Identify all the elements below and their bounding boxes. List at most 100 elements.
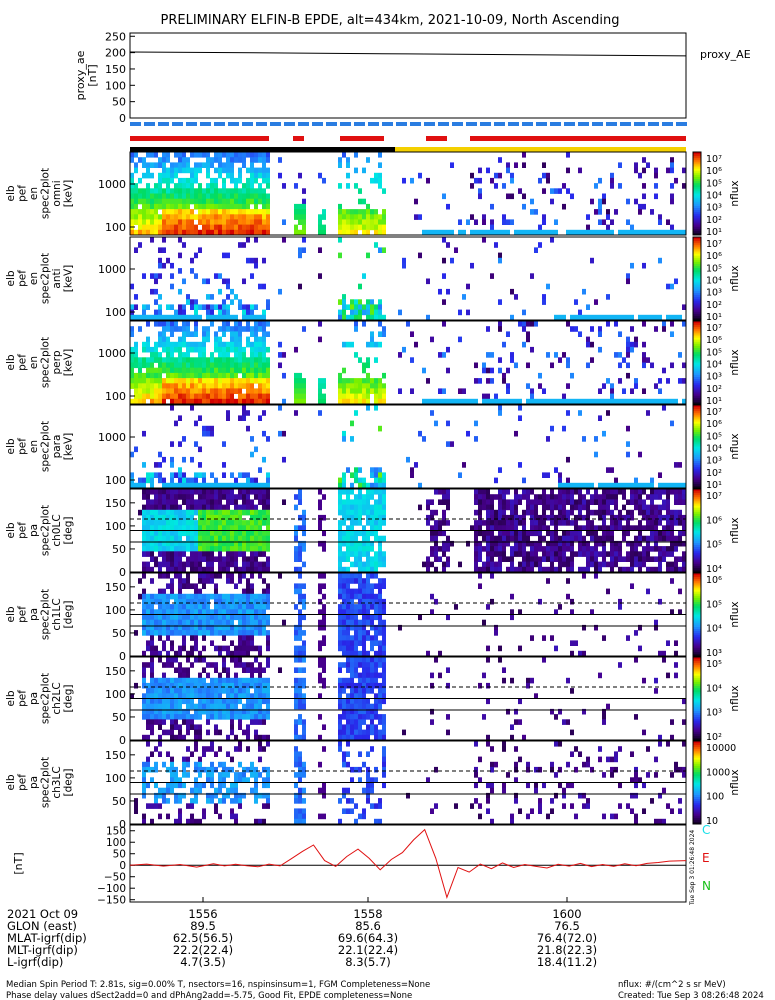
spectrogram-cell — [230, 489, 234, 495]
spectrogram-cell — [246, 193, 250, 200]
spectrogram-cell — [250, 556, 254, 562]
spectrogram-cell — [582, 650, 586, 657]
spectrogram-cell — [166, 494, 170, 500]
spectrogram-cell — [338, 214, 342, 220]
spectrogram-cell — [170, 472, 174, 478]
spectrogram-cell — [134, 219, 138, 225]
spectrogram-cell — [382, 477, 386, 484]
spectrogram-cell — [298, 525, 302, 531]
spectrogram-cell — [206, 157, 210, 163]
spectrogram-cell — [622, 388, 626, 394]
spectrogram-cell — [570, 504, 574, 511]
spectrogram-cell — [190, 456, 194, 463]
colorbar-cell — [693, 456, 701, 460]
spectrogram-cell — [342, 630, 346, 636]
spectrogram-cell — [154, 372, 158, 379]
spectrogram-cell — [170, 477, 174, 484]
spectrogram-cell — [150, 677, 154, 684]
spectrogram-cell — [362, 198, 366, 205]
spectrogram-cell — [134, 341, 138, 348]
spectrogram-cell — [158, 198, 162, 205]
spectrogram-cell — [170, 405, 174, 411]
spectrogram-ylabel-line: [keV] — [63, 349, 75, 377]
spectrogram-cell — [250, 489, 254, 495]
spectrogram-cell — [658, 598, 662, 605]
spectrogram-cell — [578, 566, 582, 573]
spectrogram-ylabel-line: [keV] — [63, 265, 75, 293]
spectrogram-cell — [342, 535, 346, 542]
spectrogram-cell — [222, 489, 226, 495]
spectrogram-cell — [182, 278, 186, 285]
spin-period-segment — [424, 122, 435, 126]
spectrogram-cell — [322, 540, 326, 547]
spectrogram-cell — [246, 393, 250, 400]
spectrogram-cell — [166, 393, 170, 400]
colorbar-cell — [693, 513, 701, 517]
spectrogram-cell — [618, 352, 622, 358]
spectrogram-cell — [186, 514, 190, 521]
spectrogram-cell — [570, 640, 574, 646]
spectrogram-cell — [170, 462, 174, 468]
colorbar-cell — [693, 333, 701, 336]
spectrogram-cell — [518, 188, 522, 194]
spectrogram-cell — [222, 326, 226, 332]
spectrogram-cell — [614, 321, 618, 327]
spectrogram-cell — [590, 257, 594, 264]
spectrogram-cell — [258, 357, 262, 363]
spectrogram-cell — [266, 593, 270, 600]
spectrogram-cell — [230, 157, 234, 163]
spectrogram-cell — [574, 314, 578, 321]
spectrogram-cell — [182, 520, 186, 526]
spectrogram-cell — [262, 693, 266, 699]
spectrogram-cell — [170, 609, 174, 615]
spectrogram-cell — [646, 314, 650, 321]
spectrogram-cell — [618, 331, 622, 337]
spectrogram-cell — [178, 162, 182, 168]
spectrogram-cell — [142, 708, 146, 715]
spectrogram-cell — [474, 177, 478, 184]
spectrogram-cell — [226, 530, 230, 537]
spectrogram-cell — [478, 378, 482, 384]
spectrogram-cell — [218, 672, 222, 679]
spectrogram-cell — [294, 645, 298, 652]
spectrogram-cell — [598, 482, 602, 489]
spectrogram-cell — [534, 525, 538, 531]
spectrogram-cell — [670, 362, 674, 369]
spectrogram-cell — [218, 598, 222, 605]
colorbar-tick-label: 10⁴ — [706, 360, 722, 371]
spectrogram-cell — [594, 530, 598, 537]
spectrogram-cell — [202, 393, 206, 400]
spectrogram-cell — [202, 598, 206, 605]
spectrogram-cell — [134, 388, 138, 394]
spectrogram-cell — [206, 509, 210, 516]
spectrogram-cell — [186, 657, 190, 663]
spectrogram-cell — [338, 604, 342, 610]
spectrogram-cell — [254, 734, 258, 741]
spectrogram-cell — [174, 682, 178, 689]
spectrogram-cell — [582, 499, 586, 505]
spectrogram-cell — [178, 209, 182, 215]
spectrogram-cell — [594, 551, 598, 557]
spectrogram-cell — [218, 341, 222, 348]
spectrogram-cell — [486, 535, 490, 542]
spectrogram-cell — [190, 188, 194, 194]
spectrogram-cell — [462, 462, 466, 468]
spectrogram-cell — [342, 598, 346, 605]
spectrogram-cell — [186, 719, 190, 725]
spectrogram-cell — [246, 703, 250, 710]
spectrogram-cell — [226, 352, 230, 358]
spectrogram-cell — [318, 540, 322, 547]
spectrogram-cell — [254, 593, 258, 600]
spectrogram-cell — [610, 467, 614, 473]
spectrogram-cell — [322, 530, 326, 537]
spectrogram-cell — [194, 383, 198, 389]
spectrogram-cell — [558, 604, 562, 610]
spectrogram-cell — [246, 362, 250, 369]
colorbar-cell — [693, 465, 701, 468]
spectrogram-cell — [602, 193, 606, 200]
spectrogram-cell — [450, 441, 454, 447]
spectrogram-cell — [182, 566, 186, 573]
spectrogram-cell — [202, 372, 206, 379]
spectrogram-cell — [226, 167, 230, 174]
spectrogram-cell — [346, 229, 350, 236]
